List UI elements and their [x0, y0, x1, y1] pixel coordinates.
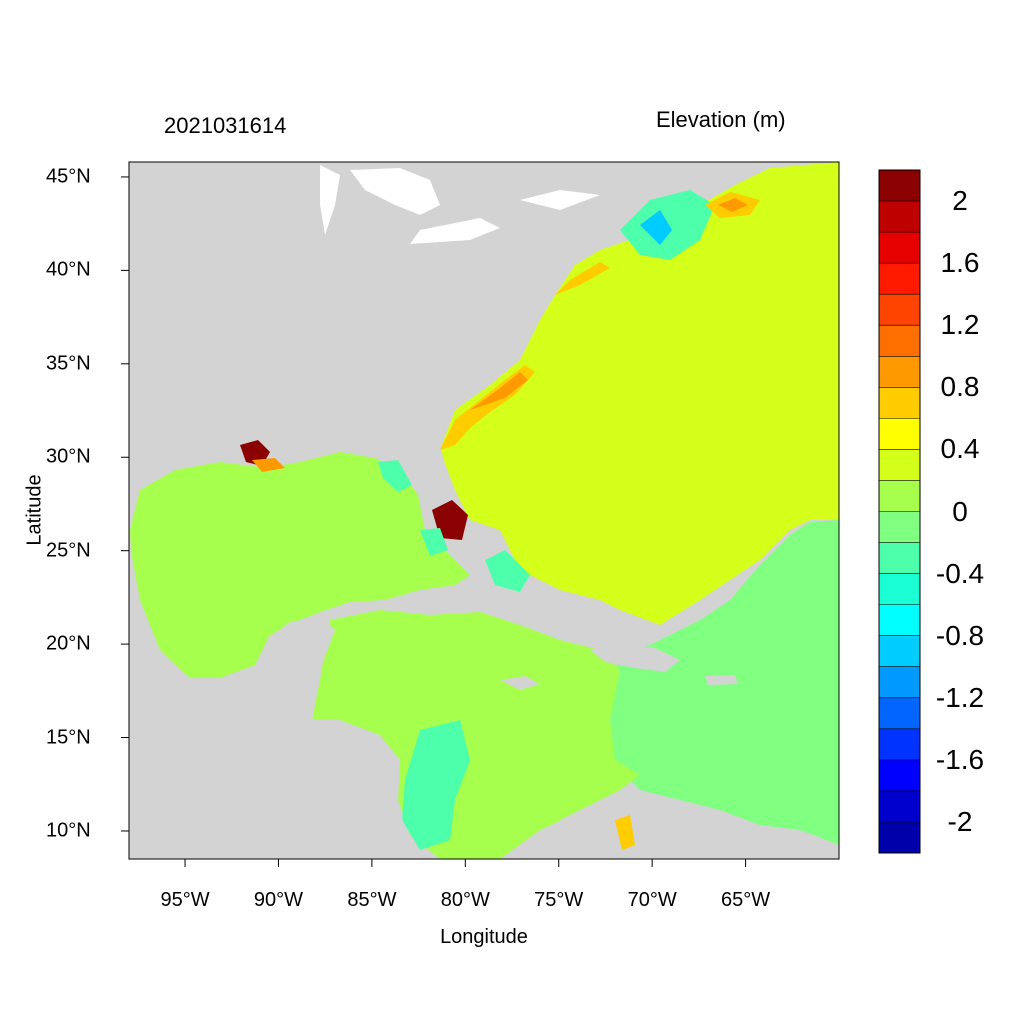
colorbar-segment	[879, 728, 920, 761]
colorbar-label: 1.6	[940, 247, 980, 279]
colorbar-label: -1.2	[935, 681, 985, 713]
south-america-land	[500, 795, 839, 859]
x-axis-label: Longitude	[440, 926, 528, 948]
western-caribbean-sea	[312, 610, 640, 859]
cuba-land	[385, 588, 585, 640]
x-tick-label: 65°W	[721, 889, 771, 911]
colorbar-label: -0.4	[935, 557, 985, 589]
jamaica-land	[500, 676, 540, 690]
colorbar-segment	[879, 170, 920, 202]
florida-bay-negative	[420, 528, 448, 556]
x-tick-label: 80°W	[440, 889, 490, 911]
x-tick-label: 90°W	[253, 889, 304, 911]
mexico-land	[129, 540, 335, 745]
colorbar-segment	[879, 294, 920, 326]
y-tick-label: 30°N	[46, 445, 91, 468]
colorbar-segment	[879, 821, 920, 854]
colorbar-label: 2	[952, 185, 968, 217]
y-tick-label: 25°N	[46, 539, 91, 562]
colorbar-segment	[879, 604, 920, 637]
colorbar-label: -2	[947, 805, 973, 837]
x-tick-label: 85°W	[347, 889, 397, 911]
colorbar-segment	[879, 697, 920, 730]
x-tick-label: 95°W	[160, 889, 210, 911]
colorbar-label: -1.6	[935, 743, 985, 775]
central-america-land	[129, 716, 420, 859]
puerto-rico-land	[705, 675, 738, 685]
y-tick-label: 20°N	[46, 632, 91, 655]
new-england-coast-positive	[555, 262, 610, 295]
colorbar-label: 0.8	[940, 371, 980, 403]
y-tick-label: 10°N	[46, 819, 91, 842]
colorbar-segment	[879, 759, 920, 792]
colorbar-label: 0.4	[940, 433, 980, 465]
colorbar-segment	[879, 387, 920, 419]
nicaragua-shelf-negative	[402, 720, 470, 850]
colorbar-segment	[879, 635, 920, 668]
x-tick-label: 75°W	[534, 889, 584, 911]
great-lakes	[320, 165, 600, 244]
colorbar-segment	[879, 666, 920, 699]
colorbar-segment	[879, 263, 920, 295]
colorbar-segment	[879, 232, 920, 264]
carolina-coast-high	[470, 372, 528, 410]
colorbar-segment	[879, 511, 920, 544]
y-tick-label: 40°N	[46, 258, 91, 281]
colorbar-segment	[879, 480, 920, 512]
timestamp-title: 2021031614	[164, 113, 287, 138]
y-axis-label: Latitude	[23, 474, 46, 546]
y-tick-label: 45°N	[46, 165, 91, 188]
y-tick-label: 15°N	[46, 726, 91, 749]
colorbar-segment	[879, 201, 920, 233]
south-florida-surge-peak	[432, 500, 468, 540]
colorbar-segment	[879, 449, 920, 481]
colorbar-label: 1.2	[940, 309, 980, 341]
maracaibo-positive	[615, 815, 635, 850]
gulf-of-mexico	[130, 452, 470, 678]
louisiana-surge-high	[252, 458, 285, 472]
colorbar-frame	[878, 169, 921, 854]
atlantic-ocean	[440, 162, 839, 625]
colorbar-segment	[879, 356, 920, 388]
y-tick-label: 35°N	[46, 352, 91, 375]
hispaniola-land	[590, 645, 680, 672]
colorbar	[878, 169, 921, 854]
colorbar-label: 0	[952, 495, 968, 527]
bahamas-negative	[485, 550, 530, 592]
colorbar-label: -0.8	[935, 619, 985, 651]
map-plot-area	[129, 162, 839, 859]
colorbar-segment	[879, 418, 920, 450]
y-tick-marks	[121, 176, 129, 832]
colorbar-segment	[879, 542, 920, 575]
x-tick-label: 70°W	[627, 889, 677, 911]
colorbar-segment	[879, 790, 920, 823]
big-bend-negative	[378, 460, 412, 492]
variable-title: Elevation (m)	[656, 107, 786, 132]
colorbar-segment	[879, 325, 920, 357]
cape-cod-strong-negative	[640, 210, 672, 245]
nova-scotia-high	[718, 198, 748, 212]
x-tick-marks	[184, 859, 747, 867]
plot-frame	[128, 161, 840, 860]
colorbar-segment	[879, 573, 920, 606]
